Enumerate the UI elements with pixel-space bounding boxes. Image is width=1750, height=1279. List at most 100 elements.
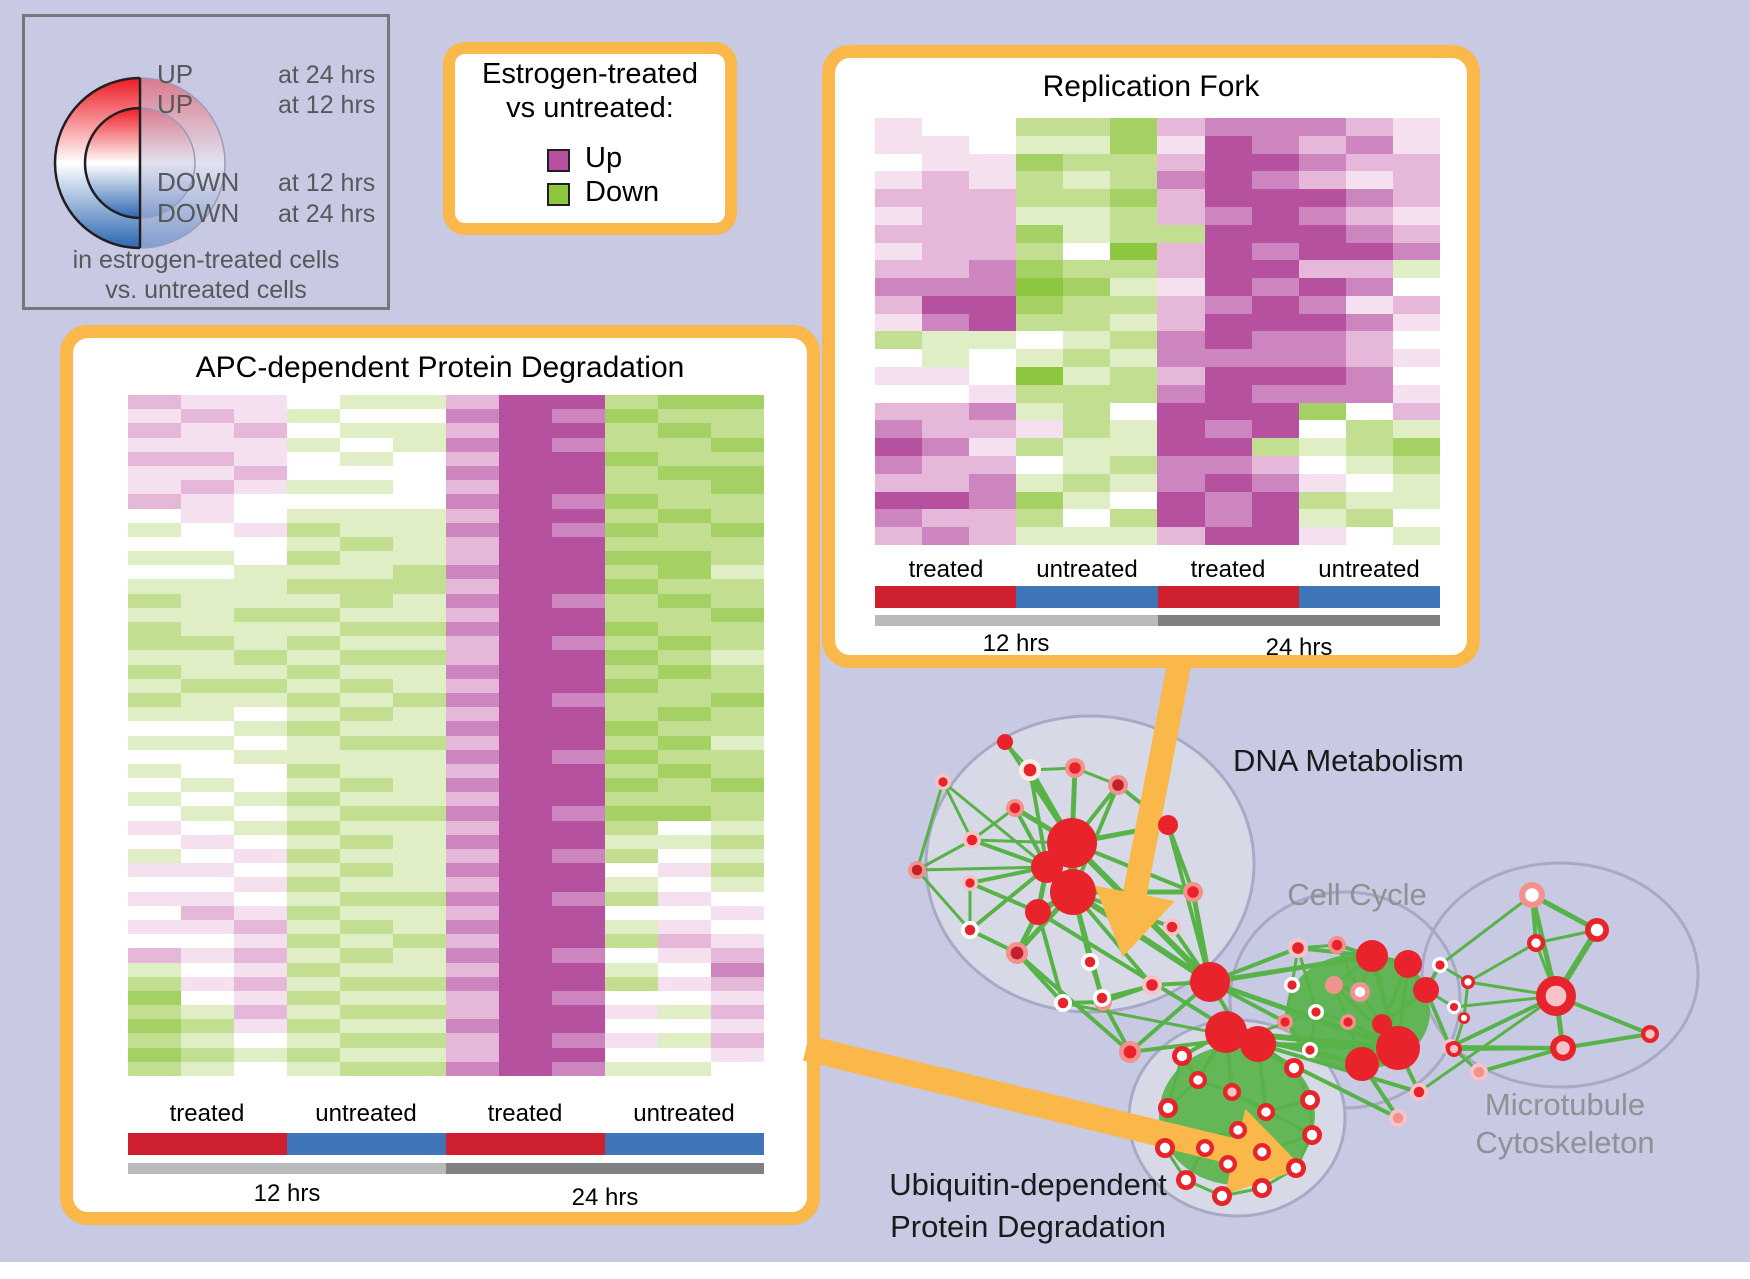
cluster-label-dna-metabolism: DNA Metabolism — [1233, 743, 1464, 779]
network-edge — [916, 838, 973, 872]
network-edge — [969, 928, 1018, 955]
network-node-core — [1009, 802, 1021, 814]
ubiquitin-label-line1: Ubiquitin-dependent — [889, 1167, 1167, 1202]
network-node-core — [1545, 985, 1567, 1007]
network-node — [1155, 1138, 1175, 1158]
network-node-core — [1256, 1182, 1268, 1194]
network-node — [1081, 953, 1099, 971]
network-node-core — [1200, 1143, 1210, 1153]
network-node — [1006, 942, 1028, 964]
network-edge — [1335, 944, 1362, 993]
network-node-core — [1392, 1112, 1404, 1124]
network-node — [1176, 1170, 1196, 1190]
network-edge — [1166, 824, 1212, 983]
network-edge — [1071, 784, 1120, 893]
network-node-core — [1097, 996, 1109, 1008]
network-edge — [969, 865, 1048, 885]
network-node — [1065, 758, 1085, 778]
network-node-core — [1590, 923, 1604, 937]
network-edge — [1467, 980, 1557, 998]
apc-bar-untreated-24 — [605, 1133, 764, 1155]
legend-up-12-time: at 12 hrs — [278, 91, 376, 119]
network-node-core — [1112, 779, 1124, 791]
network-edge — [1449, 1045, 1455, 1051]
network-node-core — [1445, 1042, 1455, 1052]
network-edge — [1396, 963, 1410, 1049]
network-edge — [1294, 1134, 1314, 1169]
network-node-core — [1176, 1050, 1188, 1062]
network-edge — [1292, 1067, 1312, 1101]
apc-bar-treated-24 — [446, 1133, 605, 1155]
network-node — [1345, 1047, 1379, 1081]
network-node-core — [1435, 960, 1445, 970]
outer-left-arc — [53, 76, 141, 250]
network-node-core — [1216, 1190, 1228, 1202]
network-edge — [1284, 1010, 1317, 1024]
bottom-margin — [0, 1262, 1750, 1279]
network-edge — [1231, 1090, 1267, 1114]
legend-down-24-dir: DOWN — [157, 198, 240, 228]
network-edge — [1453, 994, 1557, 1009]
rf-group-label-untreated-12: untreated — [1036, 556, 1138, 583]
network-node — [1325, 976, 1343, 994]
network-edge — [1371, 953, 1409, 967]
network-node — [961, 921, 979, 939]
network-edge — [1297, 943, 1338, 950]
network-edge — [1028, 769, 1049, 868]
network-node — [1054, 994, 1072, 1012]
network-node — [1183, 882, 1203, 902]
network-edge — [1439, 963, 1469, 984]
network-node — [1442, 1039, 1458, 1055]
network-edge — [1071, 891, 1104, 999]
network-edge — [1071, 841, 1194, 894]
outer-right-arc — [139, 77, 226, 249]
apc-group-label-treated-24: treated — [487, 1100, 563, 1127]
network-node — [962, 875, 978, 891]
network-edge — [1088, 961, 1104, 999]
network-node — [1389, 1109, 1407, 1127]
network-edge — [1036, 889, 1075, 915]
rf-time-label-12hrs: 12 hrs — [982, 630, 1050, 657]
network-node — [1284, 1058, 1304, 1078]
network-node — [1300, 1090, 1320, 1110]
cluster-label-cell-cycle: Cell Cycle — [1287, 877, 1427, 913]
network-edge — [1534, 942, 1558, 997]
network-edge — [942, 780, 1048, 869]
network-edge — [1181, 1030, 1227, 1058]
network-node-core — [1180, 1174, 1192, 1186]
network-edge — [1425, 988, 1455, 1009]
cluster-ellipse-microtubule-cytoskeleton — [1420, 861, 1700, 1089]
network-edge — [1197, 1078, 1233, 1094]
network-node-core — [1449, 1044, 1459, 1054]
network-node-core — [1123, 1045, 1137, 1059]
panel-to-cluster-arrow — [1094, 657, 1192, 957]
network-node-core — [1288, 1062, 1300, 1074]
inner-right-arc — [139, 107, 196, 219]
network-edge — [1151, 980, 1211, 987]
network-edge — [1163, 1107, 1170, 1149]
network-node — [1641, 1025, 1659, 1043]
network-node-core — [1525, 888, 1539, 902]
network-node-core — [1166, 921, 1178, 933]
network-node — [1550, 1035, 1576, 1061]
network-node — [1257, 1103, 1275, 1121]
network-node — [1047, 818, 1097, 868]
network-node-core — [1287, 980, 1297, 990]
network-edge — [1163, 1147, 1188, 1181]
network-edge — [1071, 889, 1212, 985]
network-edge — [1369, 955, 1401, 1049]
network-edge — [1257, 1041, 1399, 1051]
network-edge — [1261, 1150, 1297, 1170]
network-edge — [1069, 767, 1078, 844]
network-node — [1284, 977, 1300, 993]
network-edge — [1209, 979, 1399, 1051]
network-edge — [1396, 1047, 1421, 1093]
rf-timebar-24hrs — [1158, 615, 1440, 626]
network-node — [1536, 976, 1576, 1016]
cell-cycle-label-text: Cell Cycle — [1287, 877, 1427, 912]
network-edge — [1074, 766, 1119, 787]
network-edge — [1555, 994, 1651, 1036]
network-edge — [1071, 822, 1169, 846]
network-edge — [1360, 1062, 1400, 1120]
rf-group-label-treated-12: treated — [908, 556, 984, 583]
